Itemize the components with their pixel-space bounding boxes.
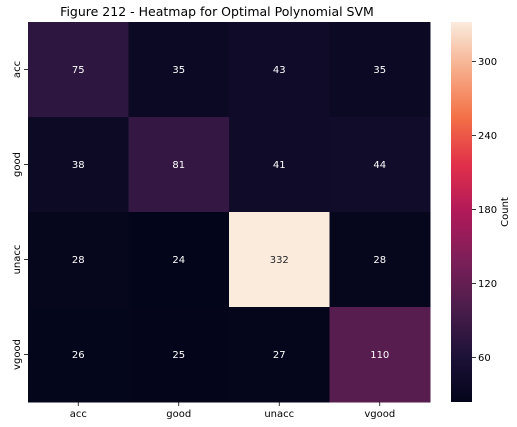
heatmap-cell (128, 212, 230, 308)
colorbar-gradient (451, 22, 472, 402)
heatmap-cell (28, 117, 129, 213)
cell-value-label: 24 (172, 255, 185, 266)
y-tick-label: good (12, 152, 23, 177)
heatmap-cell (28, 22, 129, 118)
cell-value-label: 25 (172, 350, 185, 361)
heatmap-cells: 75 35 43 35 38 81 41 44 28 24 332 28 26 25 27 110 (28, 22, 431, 403)
cell-value-label: 38 (72, 160, 85, 171)
cell-value-label: 43 (273, 65, 286, 76)
cell-value-label: 26 (72, 350, 85, 361)
y-tick-label: unacc (12, 245, 23, 275)
cell-value-label: 35 (172, 65, 185, 76)
cell-value-label: 110 (370, 350, 389, 361)
cell-value-label: 81 (172, 160, 185, 171)
y-axis: acc good unacc vgood (12, 61, 28, 370)
cell-value-label: 35 (373, 65, 386, 76)
cell-value-label: 28 (373, 255, 386, 266)
colorbar-ticks: 60 120 180 240 300 (472, 57, 497, 364)
y-tick-label: acc (12, 61, 23, 78)
heatmap-cell (229, 22, 330, 118)
cell-value-label: 41 (273, 160, 286, 171)
colorbar-tick-label: 120 (478, 279, 497, 290)
heatmap-cell (329, 212, 431, 308)
heatmap-cell (229, 307, 330, 403)
y-tick-label: vgood (12, 339, 23, 370)
heatmap-cell (229, 212, 330, 308)
heatmap-cell (329, 307, 431, 403)
x-tick-label: vgood (364, 409, 395, 420)
colorbar-tick-label: 180 (478, 205, 497, 216)
colorbar-tick-label: 60 (478, 353, 491, 364)
heatmap-cell (28, 307, 129, 403)
cell-value-label: 44 (373, 160, 386, 171)
cell-value-label: 27 (273, 350, 286, 361)
heatmap-cell (128, 307, 230, 403)
heatmap-cell (229, 117, 330, 213)
x-tick-label: acc (70, 409, 87, 420)
cell-value-label: 75 (72, 65, 85, 76)
x-tick-label: unacc (264, 409, 294, 420)
heatmap-cell (128, 117, 230, 213)
colorbar-tick-label: 300 (478, 57, 497, 68)
colorbar: 60 120 180 240 300 Count (451, 22, 511, 402)
cell-value-label: 28 (72, 255, 85, 266)
colorbar-tick-label: 240 (478, 131, 497, 142)
chart-title: Figure 212 - Heatmap for Optimal Polynom… (60, 4, 374, 19)
heatmap-cell (329, 117, 431, 213)
colorbar-label: Count (500, 197, 511, 227)
x-axis: acc good unacc vgood (70, 402, 395, 420)
x-tick-label: good (166, 409, 191, 420)
heatmap-cell (329, 22, 431, 118)
heatmap-cell (128, 22, 230, 118)
cell-value-label: 332 (270, 255, 289, 266)
heatmap-cell (28, 212, 129, 308)
